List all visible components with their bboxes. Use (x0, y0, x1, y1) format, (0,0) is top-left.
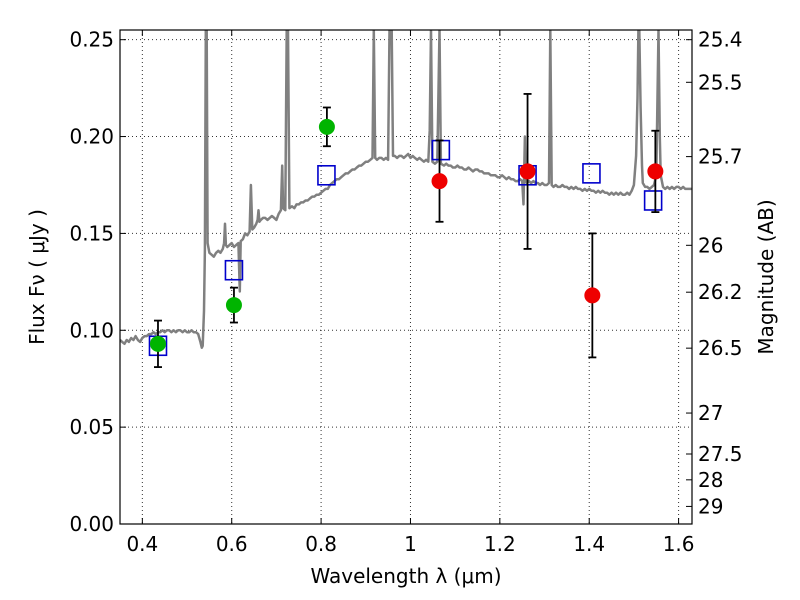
y-tick-label: 0.00 (69, 512, 114, 536)
observed-point (647, 163, 664, 180)
observed-point (318, 118, 335, 135)
x-tick-label: 1.6 (663, 532, 695, 556)
series-layer (120, 30, 692, 368)
y-right-axis-title: Magnitude (AB) (754, 199, 778, 354)
spectrum-line (120, 30, 692, 349)
observed-point (149, 335, 166, 352)
y-tick-label: 0.10 (69, 318, 114, 342)
y-tick-label: 0.20 (69, 125, 114, 149)
mag-tick-label: 25.5 (698, 70, 743, 94)
x-tick-label: 1.4 (573, 532, 605, 556)
model-square-marker (317, 164, 336, 186)
y-tick-label: 0.25 (69, 28, 114, 52)
mag-tick-label: 28 (698, 468, 723, 492)
y-axis-title: Flux Fν ( μJy ) (25, 209, 49, 345)
observed-point (584, 287, 601, 304)
x-tick-label: 1.2 (484, 532, 516, 556)
mag-tick-label: 29 (698, 494, 723, 518)
x-tick-label: 0.4 (126, 532, 158, 556)
x-tick-label: 0.8 (305, 532, 337, 556)
x-tick-label: 0.6 (216, 532, 248, 556)
mag-tick-label: 26 (698, 233, 723, 257)
mag-tick-label: 25.7 (698, 145, 743, 169)
x-axis-title: Wavelength λ (μm) (310, 564, 501, 588)
observed-point (519, 163, 536, 180)
model-square-marker (582, 163, 601, 184)
mag-tick-label: 25.4 (698, 28, 743, 52)
mag-tick-label: 27.5 (698, 442, 743, 466)
y-tick-label: 0.15 (69, 221, 114, 245)
mag-tick-label: 26.5 (698, 336, 743, 360)
model-square-marker (643, 190, 663, 211)
y-tick-label: 0.05 (69, 415, 114, 439)
mag-tick-label: 26.2 (698, 280, 743, 304)
observed-point (225, 297, 242, 314)
observed-point (431, 173, 448, 190)
x-tick-label: 1 (404, 532, 417, 556)
tick-layer: 0.4 0.6 0.8 1 1.2 1.4 1.6 0.00 0.05 0.10 0.15 0.20 0… (69, 28, 742, 556)
mag-tick-label: 27 (698, 401, 723, 425)
plot-frame (119, 29, 693, 525)
model-square-marker (224, 259, 244, 281)
